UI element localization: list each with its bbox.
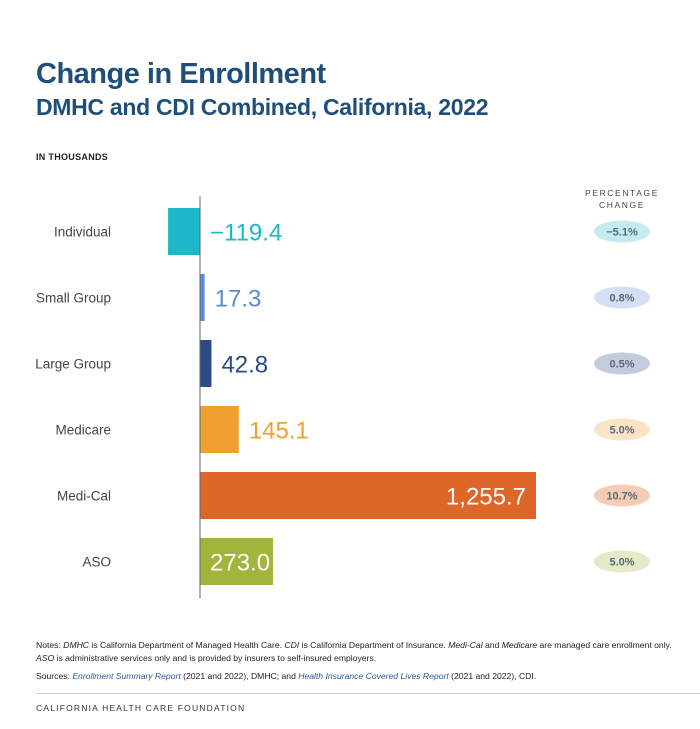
bar-large-group xyxy=(200,340,212,387)
category-label-medi-cal: Medi-Cal xyxy=(57,489,111,504)
notes-part: is California Department of Managed Heal… xyxy=(89,640,285,650)
bar-medicare xyxy=(200,406,239,453)
chart-subtitle: DMHC and CDI Combined, California, 2022 xyxy=(36,94,489,120)
value-label-small-group: 17.3 xyxy=(215,286,262,313)
sources-part: (2021 and 2022), CDI. xyxy=(448,671,537,681)
pct-header-line-1: PERCENTAGE xyxy=(585,188,659,198)
notes-term-medi-cal: Medi-Cal xyxy=(448,640,483,650)
notes-prefix: Notes: xyxy=(36,640,64,650)
source-link-enrollment-summary[interactable]: Enrollment Summary Report xyxy=(72,671,181,681)
pct-label-large-group: 0.5% xyxy=(609,359,634,371)
chart-title: Change in Enrollment xyxy=(36,58,326,90)
pct-badge-small-group xyxy=(594,286,650,309)
value-label-individual: −119.4 xyxy=(210,220,282,247)
pct-badge-medi-cal xyxy=(594,484,650,507)
bar-individual xyxy=(168,208,200,255)
notes-section: Notes: DMHC is California Department of … xyxy=(36,639,676,688)
notes-part: and xyxy=(482,640,502,650)
category-label-small-group: Small Group xyxy=(36,291,111,306)
sources-prefix: Sources: xyxy=(36,671,73,681)
pct-label-aso: 5.0% xyxy=(609,557,634,569)
notes-term-aso: ASO xyxy=(36,653,55,663)
bar-small-group xyxy=(200,274,205,321)
footer-divider xyxy=(36,693,700,694)
pct-label-small-group: 0.8% xyxy=(609,293,634,305)
pct-badge-aso xyxy=(594,550,650,573)
value-label-aso: 273.0 xyxy=(210,550,270,577)
category-label-medicare: Medicare xyxy=(55,423,111,438)
pct-badge-large-group xyxy=(594,352,650,375)
category-label-large-group: Large Group xyxy=(35,357,111,372)
value-label-large-group: 42.8 xyxy=(221,352,268,379)
pct-label-medicare: 5.0% xyxy=(609,425,634,437)
pct-badge-medicare xyxy=(594,418,650,441)
pct-badge-individual xyxy=(594,220,650,243)
notes-part: is administrative services only and is p… xyxy=(54,653,377,663)
pct-header-line-2: CHANGE xyxy=(599,200,645,210)
sources-text: Sources: Enrollment Summary Report (2021… xyxy=(36,670,676,683)
category-label-individual: Individual xyxy=(54,225,111,240)
notes-term-medicare: Medicare xyxy=(501,640,538,650)
source-link-covered-lives[interactable]: Health Insurance Covered Lives Report xyxy=(298,671,449,681)
notes-term-dmhc: DMHC xyxy=(63,640,90,650)
notes-text: Notes: DMHC is California Department of … xyxy=(36,639,676,665)
footer-org: CALIFORNIA HEALTH CARE FOUNDATION xyxy=(36,703,246,713)
sources-part: (2021 and 2022), DMHC; and xyxy=(180,671,299,681)
bar-aso xyxy=(200,538,274,585)
value-label-medi-cal: 1,255.7 xyxy=(446,484,526,511)
bar-medi-cal xyxy=(200,472,536,519)
notes-part: are managed care enrollment only. xyxy=(537,640,672,650)
enrollment-bar-chart: Individual −119.4 −5.1% Small Group 17.3 0.8%… xyxy=(35,196,650,598)
pct-label-medi-cal: 10.7% xyxy=(606,491,637,503)
notes-part: is California Department of Insurance. xyxy=(299,640,449,650)
units-label: IN THOUSANDS xyxy=(36,152,109,162)
value-label-medicare: 145.1 xyxy=(249,418,309,445)
category-label-aso: ASO xyxy=(82,555,111,570)
notes-term-cdi: CDI xyxy=(284,640,300,650)
percentage-change-header: PERCENTAGE CHANGE xyxy=(572,187,672,211)
pct-label-individual: −5.1% xyxy=(606,227,638,239)
